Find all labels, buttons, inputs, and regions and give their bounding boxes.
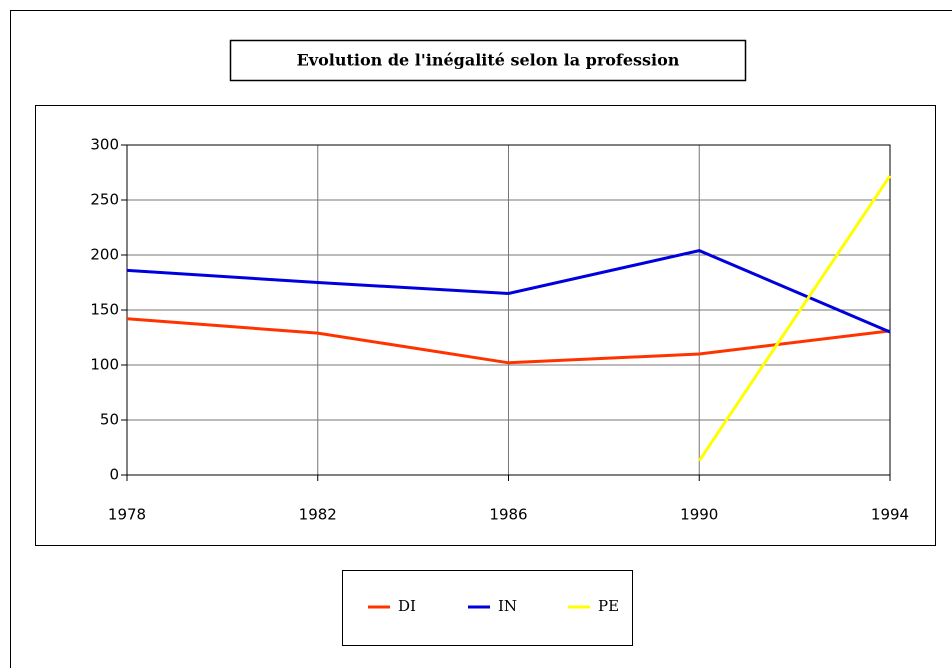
plot-area — [126, 144, 891, 476]
chart-title: Evolution de l'inégalité selon la profes… — [297, 51, 680, 70]
y-tick-label: 100 — [90, 356, 119, 374]
x-tick-label: 1990 — [680, 506, 718, 524]
x-tick-label: 1982 — [299, 506, 337, 524]
title-box — [229, 39, 747, 82]
legend-label: IN — [498, 597, 517, 615]
x-tick-label: 1994 — [871, 506, 909, 524]
legend-label: PE — [598, 597, 619, 615]
y-tick-label: 50 — [100, 411, 119, 429]
series-line — [126, 249, 891, 334]
x-tick-label: 1978 — [108, 506, 146, 524]
series-line — [698, 174, 892, 462]
x-tick-label: 1986 — [489, 506, 527, 524]
y-tick-label: 150 — [90, 301, 119, 319]
y-tick-label: 0 — [109, 466, 119, 484]
legend-label: DI — [398, 597, 416, 615]
plot-frame — [35, 105, 936, 546]
series-line — [126, 317, 891, 365]
y-tick-label: 200 — [90, 246, 119, 264]
y-tick-label: 250 — [90, 191, 119, 209]
y-tick-label: 300 — [90, 136, 119, 154]
